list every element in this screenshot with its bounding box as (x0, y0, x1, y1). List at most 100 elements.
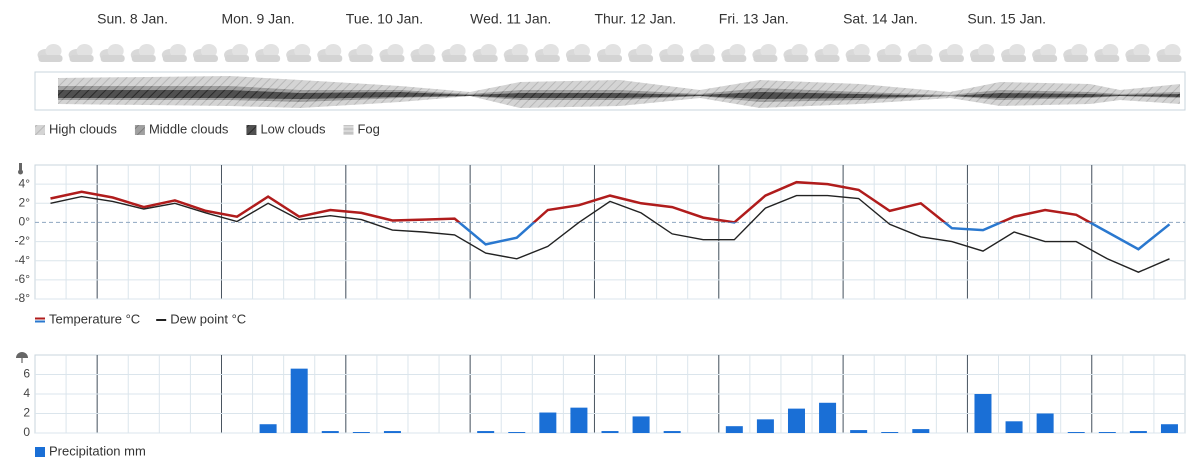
charts: -8° -6° -4° -2° 0° 2° 4° Temperature °C Dew poin… (15, 163, 1186, 458)
weather-icon (534, 44, 560, 62)
day-label: Sun. 8 Jan. (97, 11, 168, 27)
cloud-part (1095, 55, 1120, 62)
bar (632, 416, 650, 433)
day-label: Wed. 11 Jan. (470, 11, 551, 27)
bar (663, 431, 681, 433)
cloud-part (1033, 55, 1058, 62)
weather-icon (1125, 44, 1151, 62)
cloud-part (418, 44, 435, 58)
cloud-part (380, 55, 405, 62)
weather-icon (37, 44, 63, 62)
y-tick-label: -4° (15, 253, 31, 267)
cloud-part (349, 55, 374, 62)
cloud-part (131, 55, 156, 62)
legend-swatch (246, 125, 257, 135)
weather-icon (503, 44, 529, 62)
weather-icon (876, 44, 902, 62)
cloud-part (225, 55, 250, 62)
weather-icon (224, 44, 250, 62)
thermometer-icon (19, 163, 22, 171)
cloud-part (1133, 44, 1150, 58)
cloud-part (722, 55, 747, 62)
cloud-part (915, 44, 932, 58)
cloud-part (287, 55, 312, 62)
cloud-part (325, 44, 342, 58)
umbrella-icon (16, 352, 28, 358)
cloud-part (480, 44, 497, 58)
cloud-part (356, 44, 373, 58)
bar (259, 424, 277, 433)
weather-icon (938, 44, 964, 62)
weather-icon (721, 44, 747, 62)
y-tick-label: 4° (19, 176, 31, 190)
weather-icon (1156, 44, 1182, 62)
bar (508, 432, 526, 433)
bar (725, 426, 743, 433)
thermometer-icon (18, 169, 23, 175)
day-label: Sun. 15 Jan. (967, 11, 1046, 27)
bar (1005, 421, 1023, 433)
weather-icon (317, 44, 343, 62)
y-tick-label: -2° (15, 234, 31, 248)
bar (881, 432, 899, 433)
weather-icon (659, 44, 685, 62)
cloud-part (977, 44, 994, 58)
y-tick-label: -8° (15, 291, 31, 305)
cloud-part (387, 44, 404, 58)
chart-bar: 0 2 4 6 Precipitation mm (16, 352, 1186, 458)
cloud-part (449, 44, 466, 58)
cloud-part (542, 44, 559, 58)
legend-swatch (35, 447, 45, 457)
weather-icon (1001, 44, 1027, 62)
y-tick-label: 0 (23, 425, 30, 439)
y-tick-label: 2° (19, 195, 31, 209)
weather-icon (845, 44, 871, 62)
cloud-part (1126, 55, 1151, 62)
cloud-part (1071, 44, 1088, 58)
legend-swatch (134, 125, 145, 135)
temperature-line (50, 180, 1093, 223)
cloud-part (784, 55, 809, 62)
weather-icon (130, 44, 156, 62)
cloud-part (729, 44, 746, 58)
bar (321, 431, 339, 433)
day-label: Mon. 9 Jan. (221, 11, 294, 27)
y-tick-label: -6° (15, 272, 31, 286)
cloud-part (442, 55, 467, 62)
plot-frame (34, 164, 1186, 300)
y-tick-label: 0° (19, 215, 31, 229)
cloud-part (107, 44, 124, 58)
bar (570, 407, 588, 433)
cloud-part (69, 55, 94, 62)
bar (601, 431, 619, 433)
cloud-part (970, 55, 995, 62)
cloud-part (753, 55, 778, 62)
weather-icon (1032, 44, 1058, 62)
weather-icon (783, 44, 809, 62)
cloud-part (263, 44, 280, 58)
weather-icon (565, 44, 591, 62)
bar (1067, 432, 1085, 433)
cloud-part (232, 44, 249, 58)
cloud-legend: High clouds Middle clouds Low clouds Fog (35, 121, 380, 136)
legend-swatch (35, 125, 45, 135)
weather-icon (441, 44, 467, 62)
cloud-part (1040, 44, 1057, 58)
cloud-part (200, 44, 217, 58)
cloud-part (660, 55, 685, 62)
legend-label: High clouds (49, 121, 117, 136)
cloud-part (162, 55, 187, 62)
legend-label: Temperature °C (49, 311, 140, 326)
bar (974, 394, 992, 433)
cloud-part (1102, 44, 1119, 58)
cloud-part (76, 44, 93, 58)
cloud-part (1157, 55, 1182, 62)
cloud-part (100, 55, 125, 62)
cloud-part (473, 55, 498, 62)
weather-icon (286, 44, 312, 62)
cloud-part (629, 55, 654, 62)
weather-icon (814, 44, 840, 62)
cloud-part (598, 55, 622, 62)
bar (1098, 432, 1116, 433)
weather-icon (907, 44, 933, 62)
